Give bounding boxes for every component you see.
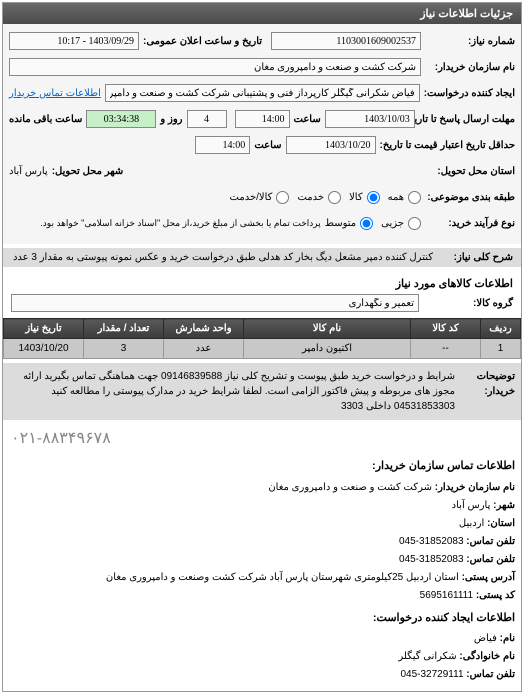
goods-group-label: گروه کالا:	[423, 298, 513, 309]
buyer-notes-box: توضیحات خریدار: شرایط و درخواست خرید طبق…	[3, 363, 521, 420]
process-note: پرداخت تمام یا بخشی از مبلغ خرید،از محل …	[40, 218, 320, 229]
c-postal-label: کد پستی:	[476, 590, 515, 601]
days-input[interactable]	[187, 110, 227, 128]
c-city: پارس آباد	[452, 500, 491, 511]
cat-all-radio[interactable]: همه	[388, 191, 421, 204]
cell-name: اکتیون دامپر	[244, 339, 411, 359]
c-address-label: آدرس پستی:	[462, 572, 515, 583]
days-label: روز و	[160, 114, 182, 125]
creator-label: ایجاد کننده درخواست:	[424, 88, 515, 99]
phone-display: ۰۲۱-۸۸۳۴۹۶۷۸	[3, 424, 521, 452]
c-family: شکرانی گیگلر	[398, 651, 456, 662]
cell-row: 1	[481, 339, 521, 359]
announce-input[interactable]	[9, 32, 139, 50]
creator-input[interactable]	[105, 84, 420, 102]
deadline-time-input[interactable]	[235, 110, 290, 128]
goods-table: ردیف کد کالا نام کالا واحد شمارش تعداد /…	[3, 318, 521, 359]
main-panel: جزئیات اطلاعات نیاز شماره نیاز: تاریخ و …	[2, 2, 522, 692]
c-postal: 5695161111	[420, 590, 473, 601]
need-no-input[interactable]	[271, 32, 421, 50]
proc-small-radio[interactable]: جزیی	[381, 217, 421, 230]
buyer-input[interactable]	[9, 58, 421, 76]
process-label: نوع فرآیند خرید:	[425, 218, 515, 229]
city-label: شهر محل تحویل:	[52, 166, 124, 177]
c-phone-label: تلفن تماس:	[466, 536, 515, 547]
col-qty: تعداد / مقدار	[84, 319, 164, 339]
cat-goods-radio[interactable]: کالا	[349, 191, 380, 204]
c-org-label: نام سازمان خریدار:	[435, 482, 515, 493]
category-radio-group: همه کالا خدمت کالا/خدمت	[230, 191, 421, 204]
col-row: ردیف	[481, 319, 521, 339]
validity-label: حداقل تاریخ اعتبار قیمت تا تاریخ:	[380, 140, 515, 151]
validity-time-input[interactable]	[195, 136, 250, 154]
c-name-label: نام:	[500, 633, 515, 644]
proc-medium-radio[interactable]: متوسط	[325, 217, 373, 230]
form-section: شماره نیاز: تاریخ و ساعت اعلان عمومی: نا…	[3, 24, 521, 244]
deadline-time-label: ساعت	[294, 114, 321, 125]
buyer-label: نام سازمان خریدار:	[425, 62, 515, 73]
need-desc-label: شرح کلی نیاز:	[433, 252, 513, 263]
cell-date: 1403/10/20	[4, 339, 84, 359]
col-name: نام کالا	[244, 319, 411, 339]
validity-date-input[interactable]	[286, 136, 376, 154]
c-org: شرکت کشت و صنعت و دامپروری مغان	[268, 482, 432, 493]
buyer-notes-label: توضیحات خریدار:	[455, 369, 515, 414]
process-radio-group: جزیی متوسط	[325, 217, 421, 230]
c-address: استان اردبیل 25کیلومتری شهرستان پارس آبا…	[106, 572, 459, 583]
table-header-row: ردیف کد کالا نام کالا واحد شمارش تعداد /…	[4, 319, 521, 339]
c-fax: 31852083-045	[399, 554, 464, 565]
creator-title: اطلاعات ایجاد کننده درخواست:	[9, 610, 515, 628]
validity-time-label: ساعت	[254, 140, 281, 151]
goods-group-input[interactable]	[11, 294, 419, 312]
c-province: اردبیل	[459, 518, 484, 529]
c-family-label: نام خانوادگی:	[459, 651, 515, 662]
city-value: پارس آباد	[9, 166, 48, 177]
contact-section: اطلاعات تماس سازمان خریدار: نام سازمان خ…	[3, 452, 521, 691]
c-province-label: استان:	[487, 518, 515, 529]
cat-service-radio[interactable]: خدمت	[297, 191, 341, 204]
c-phone2-label: تلفن تماس:	[466, 669, 515, 680]
province-label: استان محل تحویل:	[425, 166, 515, 177]
table-row[interactable]: 1 -- اکتیون دامپر عدد 3 1403/10/20	[4, 339, 521, 359]
col-code: کد کالا	[411, 319, 481, 339]
col-date: تاریخ نیاز	[4, 319, 84, 339]
goods-section-title: اطلاعات کالاهای مورد نیاز	[3, 271, 521, 292]
deadline-date-input[interactable]	[325, 110, 415, 128]
cell-unit: عدد	[164, 339, 244, 359]
c-phone: 31852083-045	[399, 536, 464, 547]
contact-link[interactable]: اطلاعات تماس خریدار	[9, 88, 101, 99]
need-no-label: شماره نیاز:	[425, 36, 515, 47]
contact-title: اطلاعات تماس سازمان خریدار:	[9, 458, 515, 476]
c-name: فیاض	[474, 633, 497, 644]
panel-title: جزئیات اطلاعات نیاز	[3, 3, 521, 24]
cell-qty: 3	[84, 339, 164, 359]
announce-label: تاریخ و ساعت اعلان عمومی:	[143, 36, 262, 47]
col-unit: واحد شمارش	[164, 319, 244, 339]
c-fax-label: تلفن تماس:	[466, 554, 515, 565]
category-label: طبقه بندی موضوعی:	[425, 192, 515, 203]
need-desc-text: کنترل کننده دمپر مشعل دیگ بخار کد هدلی ط…	[13, 252, 433, 263]
c-phone2: 32729111-045	[400, 669, 463, 680]
cell-code: --	[411, 339, 481, 359]
need-desc-bar: شرح کلی نیاز: کنترل کننده دمپر مشعل دیگ …	[3, 248, 521, 267]
c-city-label: شهر:	[493, 500, 515, 511]
remain-time-input	[86, 110, 156, 128]
remain-label: ساعت باقی مانده	[9, 114, 82, 125]
cat-goods-service-radio[interactable]: کالا/خدمت	[230, 191, 290, 204]
deadline-label: مهلت ارسال پاسخ تا تاریخ:	[419, 114, 515, 125]
buyer-notes-text: شرایط و درخواست خرید طبق پیوست و تشریح ک…	[9, 369, 455, 414]
